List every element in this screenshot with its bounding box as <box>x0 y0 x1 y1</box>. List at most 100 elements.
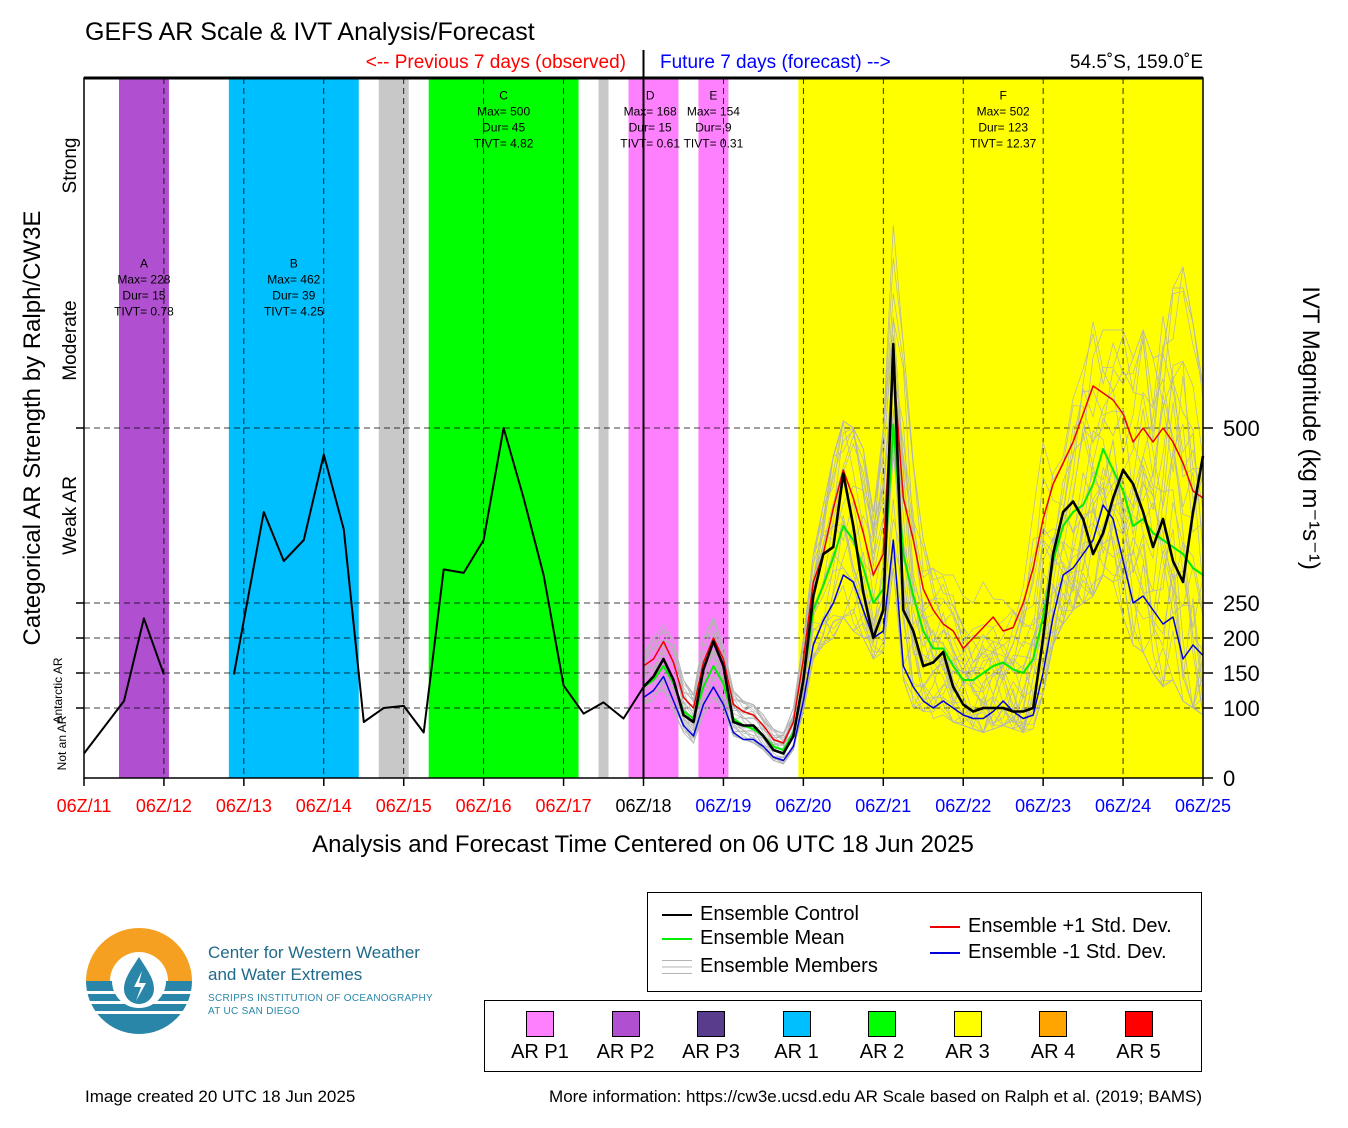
x-tick-label: 06Z/17 <box>536 796 592 816</box>
category-label: AR P1 <box>511 1041 569 1063</box>
category-legend-item: AR 5 <box>1099 1011 1179 1064</box>
logo-sub-line-2: AT UC SAN DIEGO <box>208 1006 300 1017</box>
legend-plus-std: Ensemble +1 Std. Dev. <box>930 915 1172 938</box>
legend-control-label: Ensemble Control <box>700 903 859 925</box>
x-tick-label: 06Z/25 <box>1175 796 1231 816</box>
event-a-text-3: Dur= 15 <box>122 289 165 303</box>
category-label: AR 2 <box>859 1041 905 1063</box>
logo-title-line-1: Center for Western Weather <box>208 943 420 962</box>
event-c-text-2: Max= 500 <box>477 105 530 119</box>
chart-title: GEFS AR Scale & IVT Analysis/Forecast <box>85 18 535 46</box>
line-legend: Ensemble Control Ensemble Mean Ensemble … <box>647 892 1202 992</box>
event-b-text-2: Max= 462 <box>267 273 320 287</box>
more-info-note: More information: https://cw3e.ucsd.edu … <box>549 1087 1202 1106</box>
category-swatch <box>953 1011 982 1037</box>
x-tick-label: 06Z/24 <box>1095 796 1151 816</box>
event-d-text-1: D <box>646 89 655 103</box>
logo-sub-line-1: SCRIPPS INSTITUTION OF OCEANOGRAPHY <box>208 993 433 1004</box>
logo-title-line-2: and Water Extremes <box>208 965 363 984</box>
axes: 06Z/11 06Z/12 06Z/13 06Z/14 06Z/15 06Z/16 06Z/… <box>51 76 1260 816</box>
category-swatch <box>697 1011 725 1037</box>
y-tick-label: 100 <box>1223 696 1260 721</box>
y-tick-label: 150 <box>1223 661 1260 686</box>
ensemble-member-line <box>643 329 1204 759</box>
event-a-text-2: Max= 228 <box>117 273 170 287</box>
legend-minus-std-label: Ensemble -1 Std. Dev. <box>968 941 1167 963</box>
event-f-text-4: TIVT= 12.37 <box>970 137 1037 151</box>
ensemble-member-line <box>643 257 1204 733</box>
category-legend-item: AR 4 <box>1013 1011 1093 1064</box>
legend-mean-label: Ensemble Mean <box>700 927 845 949</box>
x-tick-label: 06Z/16 <box>456 796 512 816</box>
x-axis-label: Analysis and Forecast Time Centered on 0… <box>312 831 974 858</box>
event-e-text-4: TIVT= 0.31 <box>684 137 744 151</box>
category-label: AR 3 <box>945 1041 990 1063</box>
image-created-note: Image created 20 UTC 18 Jun 2025 <box>85 1087 356 1106</box>
event-c-text-1: C <box>499 89 508 103</box>
legend-control: Ensemble Control <box>662 903 859 926</box>
x-tick-label: 06Z/22 <box>935 796 991 816</box>
event-b-text-1: B <box>290 257 298 271</box>
ensemble-member-line <box>643 377 1204 746</box>
y-tick-label: 0 <box>1223 766 1235 791</box>
ensemble-member-line <box>643 408 1204 761</box>
ensemble-plus-std-line <box>643 364 1204 744</box>
event-labels: A Max= 228 Dur= 15 TIVT= 0.78 B Max= 462 Dur= … <box>114 89 1037 319</box>
category-label: Moderate <box>60 300 81 380</box>
x-tick-label: 06Z/23 <box>1015 796 1071 816</box>
event-f-text-3: Dur= 123 <box>978 121 1028 135</box>
category-legend-item: AR P3 <box>671 1011 751 1064</box>
ensemble-member-line <box>643 448 1204 761</box>
x-tick-label: 06Z/14 <box>296 796 352 816</box>
future-days-label: Future 7 days (forecast) --> <box>660 52 891 73</box>
x-tick-label: 06Z/19 <box>695 796 751 816</box>
event-d-text-4: TIVT= 0.61 <box>620 137 680 151</box>
event-bands <box>118 78 1203 778</box>
event-a-text-4: TIVT= 0.78 <box>114 305 174 319</box>
x-tick-label: 06Z/21 <box>855 796 911 816</box>
ensemble-member-line <box>643 381 1204 743</box>
category-label: AR 4 <box>1030 1041 1076 1063</box>
ensemble-control-line <box>642 342 1205 755</box>
category-legend-item: AR 2 <box>842 1011 922 1064</box>
ensemble-member-line <box>643 336 1204 765</box>
category-legend-item: AR 3 <box>928 1011 1008 1064</box>
category-label: AR P3 <box>682 1041 740 1063</box>
ensemble-mean-line <box>642 423 1204 751</box>
category-label: AR P2 <box>596 1041 655 1063</box>
category-label: Antarctic AR <box>51 657 65 723</box>
event-b-text-4: TIVT= 4.25 <box>264 305 324 319</box>
y-tick-label: 500 <box>1223 416 1260 441</box>
gray-band-2 <box>598 78 609 778</box>
legend-plus-std-swatch <box>930 925 960 928</box>
event-f-text-2: Max= 502 <box>977 105 1030 119</box>
ensemble-member-line <box>643 334 1204 739</box>
legend-members: Ensemble Members <box>662 955 878 978</box>
event-e-text-3: Dur= 9 <box>695 121 732 135</box>
category-swatch <box>782 1011 811 1037</box>
x-tick-label: 06Z/11 <box>57 796 112 816</box>
event-d-text-2: Max= 168 <box>624 105 677 119</box>
ensemble-member-line <box>643 376 1204 736</box>
ensemble-member-line <box>643 319 1204 741</box>
cw3e-logo-mark <box>84 928 194 1034</box>
observed-ivt-line-2 <box>232 427 645 734</box>
category-swatch <box>1124 1011 1153 1037</box>
legend-minus-std: Ensemble -1 Std. Dev. <box>930 941 1167 964</box>
event-c-text-4: TIVT= 4.82 <box>474 137 534 151</box>
legend-plus-std-label: Ensemble +1 Std. Dev. <box>968 915 1172 937</box>
category-legend-item: AR P1 <box>500 1011 580 1064</box>
legend-control-swatch <box>662 913 692 916</box>
cw3e-logo: Center for Western Weather and Water Ext… <box>84 925 484 1040</box>
x-tick-label: 06Z/12 <box>136 796 192 816</box>
category-legend-item: AR P2 <box>586 1011 666 1064</box>
category-legend-item: AR 1 <box>757 1011 837 1064</box>
legend-members-label: Ensemble Members <box>700 955 878 977</box>
event-d-text-3: Dur= 15 <box>629 121 672 135</box>
ensemble-member-line <box>643 360 1204 765</box>
category-swatch <box>1039 1011 1067 1037</box>
category-label: Strong <box>60 138 81 194</box>
category-label: Weak AR <box>60 476 81 555</box>
x-tick-label: 06Z/13 <box>216 796 272 816</box>
ensemble-member-line <box>643 265 1204 758</box>
